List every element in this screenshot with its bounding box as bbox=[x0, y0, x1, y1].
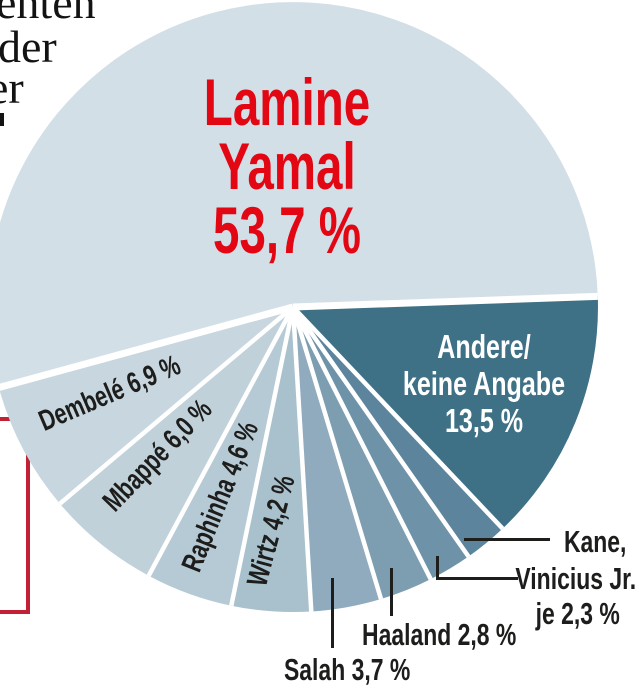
article-text-fragment: der bbox=[0, 21, 57, 72]
red-frame-top bbox=[0, 417, 16, 421]
pie-slice-mbapp- bbox=[59, 307, 294, 576]
pie-slice-andere-keine-angabe bbox=[293, 296, 598, 529]
yamal-share-label: Lamine Yamal 53,7 % bbox=[203, 65, 371, 267]
haaland-callout-line bbox=[390, 568, 393, 616]
vinicius-callout-line bbox=[436, 556, 439, 580]
article-text-fragment: er bbox=[0, 62, 24, 113]
pie-slice-dembel- bbox=[0, 307, 293, 504]
yamal-share-value: 53,7 % bbox=[213, 193, 361, 267]
yamal-name-line1: Lamine bbox=[203, 65, 371, 139]
slice-separator bbox=[229, 306, 296, 607]
kane-share-label: Kane, bbox=[563, 524, 626, 559]
slice-separator bbox=[291, 305, 505, 531]
text-fragment bbox=[0, 113, 4, 126]
salah-share-label: Salah 3,7 % bbox=[284, 652, 411, 687]
salah-callout-line bbox=[331, 578, 334, 648]
kane-callout-line bbox=[464, 538, 550, 541]
pie-slice-lamine-yamal bbox=[0, 2, 598, 388]
slice-separator bbox=[291, 305, 471, 558]
andere-line1: Andere/ bbox=[437, 328, 531, 365]
vinicius-share-label: Vinicius Jr. bbox=[515, 561, 636, 596]
pie-slice-vinicius-jr- bbox=[293, 307, 469, 580]
slice-separator bbox=[292, 292, 598, 311]
pie-slice-kane bbox=[293, 307, 503, 557]
slice-separator bbox=[146, 305, 295, 577]
slice-separator bbox=[290, 306, 314, 612]
red-frame-bottom bbox=[0, 610, 30, 614]
andere-share-value: 13,5 % bbox=[444, 402, 524, 439]
slice-separator bbox=[290, 306, 384, 600]
pie-slice-wirtz bbox=[231, 307, 312, 613]
article-text-fragment: enten bbox=[0, 0, 96, 28]
andere-line2: keine Angabe bbox=[402, 365, 566, 402]
slice-separator bbox=[290, 305, 433, 581]
yamal-name-line2: Yamal bbox=[218, 129, 356, 203]
slice-separator bbox=[0, 303, 294, 391]
andere-share-label: Andere/ keine Angabe 13,5 % bbox=[403, 328, 565, 439]
slice-separator bbox=[58, 305, 295, 506]
red-frame-right bbox=[26, 420, 30, 614]
vinicius-callout-line bbox=[436, 577, 518, 580]
kane-vinicius-share-value: je 2,3 % bbox=[535, 596, 620, 631]
pie-slice-raphinha bbox=[148, 307, 293, 606]
haaland-share-label: Haaland 2,8 % bbox=[362, 617, 517, 652]
